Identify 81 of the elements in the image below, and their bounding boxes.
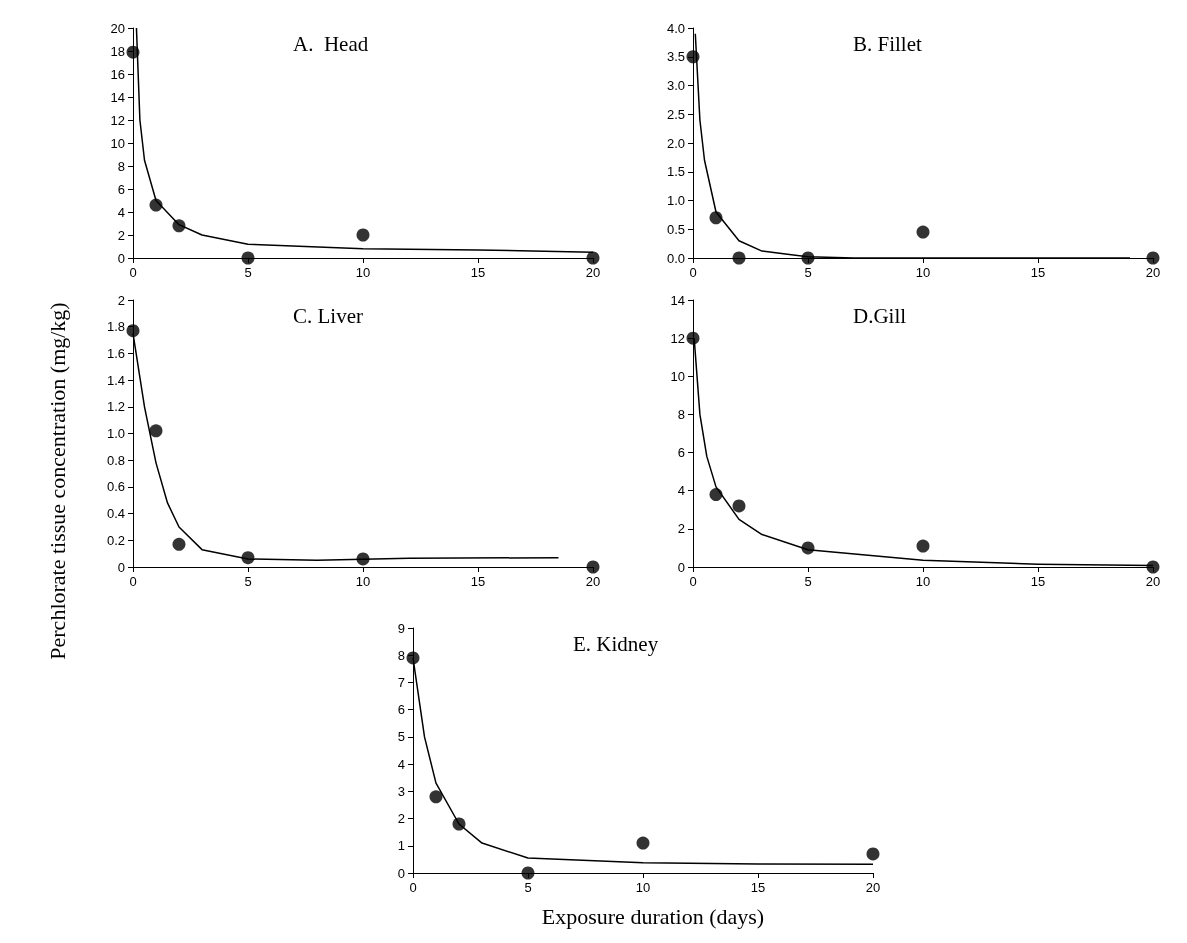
y-tick-label: 12 [670, 330, 685, 346]
x-tick-label: 20 [865, 880, 881, 895]
y-tick-label: 0 [397, 865, 405, 881]
x-tick-label: 10 [915, 574, 931, 589]
y-tick-label: 14 [110, 89, 125, 105]
y-tick-label: 2.5 [666, 106, 685, 122]
y-tick-label: 3.5 [666, 49, 685, 65]
y-tick-label: 1.0 [106, 426, 125, 441]
y-tick-label: 2 [677, 521, 685, 537]
x-tick-label: 10 [635, 880, 651, 895]
y-tick-label: 4 [397, 756, 405, 772]
x-tick-label: 15 [750, 880, 766, 895]
y-tick-label: 0.2 [106, 532, 125, 548]
y-tick-label: 0.8 [106, 452, 125, 468]
y-tick-label: 7 [397, 674, 405, 690]
y-tick-label: 12 [110, 112, 125, 128]
y-tick-label: 16 [110, 66, 125, 82]
x-tick-label: 5 [804, 265, 812, 280]
y-tick-label: 1.2 [106, 399, 125, 415]
chart-title: C. Liver [293, 303, 363, 328]
y-tick-label: 8 [397, 647, 405, 663]
y-tick-label: 1.6 [106, 345, 125, 361]
x-tick-label: 15 [470, 265, 486, 280]
y-tick-label: 6 [397, 702, 405, 718]
y-tick-label: 4 [117, 204, 125, 220]
y-tick-label: 1.8 [106, 319, 125, 335]
y-tick-label: 18 [110, 43, 125, 59]
y-axis-title: Perchlorate tissue concentration (mg/kg) [45, 301, 71, 662]
y-tick-label: 0 [117, 559, 125, 575]
y-tick-label: 4 [677, 483, 685, 499]
y-tick-label: 2 [117, 292, 125, 308]
x-tick-label: 0 [689, 574, 697, 589]
y-tick-label: 1.4 [106, 372, 125, 388]
y-tick-label: 10 [670, 368, 685, 384]
x-tick-label: 5 [244, 574, 252, 589]
chart-title: B. Fillet [853, 31, 923, 56]
x-tick-label: 10 [355, 265, 371, 280]
y-tick-label: 0.4 [106, 506, 125, 522]
x-tick-label: 0 [409, 880, 417, 895]
x-tick-label: 15 [470, 574, 486, 589]
y-tick-label: 8 [117, 158, 125, 174]
y-tick-label: 0.5 [666, 221, 685, 237]
x-tick-label: 20 [1145, 574, 1161, 589]
y-tick-label: 0 [677, 559, 685, 575]
x-tick-label: 5 [524, 880, 532, 895]
chart-title: A. Head [293, 31, 369, 56]
y-tick-label: 5 [397, 729, 405, 745]
x-axis-title: Exposure duration (days) [540, 904, 766, 930]
y-tick-label: 8 [677, 406, 685, 422]
y-tick-label: 3.0 [666, 78, 685, 93]
x-tick-label: 0 [129, 574, 137, 589]
y-tick-label: 4.0 [666, 20, 685, 36]
y-tick-label: 10 [110, 135, 125, 151]
x-tick-label: 5 [244, 265, 252, 280]
y-tick-label: 9 [397, 620, 405, 636]
x-tick-label: 15 [1030, 574, 1046, 589]
y-tick-label: 3 [397, 783, 405, 799]
x-tick-label: 5 [804, 574, 812, 589]
y-tick-label: 6 [677, 445, 685, 461]
x-tick-label: 0 [129, 265, 137, 280]
y-tick-label: 20 [110, 20, 125, 36]
x-tick-label: 10 [355, 574, 371, 589]
y-tick-label: 2 [397, 811, 405, 827]
x-tick-label: 10 [915, 265, 931, 280]
y-tick-label: 2 [117, 227, 125, 243]
chart-title: D.Gill [853, 303, 907, 328]
y-tick-label: 14 [670, 292, 685, 308]
y-tick-label: 0 [117, 250, 125, 266]
x-tick-label: 20 [585, 574, 601, 589]
y-tick-label: 0.6 [106, 479, 125, 495]
y-tick-label: 2.0 [666, 135, 685, 151]
y-tick-label: 1.5 [666, 164, 685, 180]
x-tick-label: 0 [689, 265, 697, 280]
y-tick-label: 1.0 [666, 193, 685, 208]
y-tick-label: 0.0 [666, 250, 685, 266]
chart-title: E. Kidney [573, 631, 659, 656]
y-tick-label: 1 [397, 838, 405, 854]
x-tick-label: 15 [1030, 265, 1046, 280]
x-tick-label: 20 [1145, 265, 1161, 280]
x-tick-label: 20 [585, 265, 601, 280]
y-tick-label: 6 [117, 181, 125, 197]
